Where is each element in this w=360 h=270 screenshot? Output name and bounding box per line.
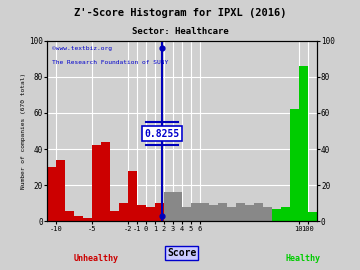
Bar bbox=[218, 203, 227, 221]
Text: ©www.textbiz.org: ©www.textbiz.org bbox=[52, 46, 112, 51]
Bar bbox=[110, 211, 119, 221]
Bar bbox=[254, 203, 263, 221]
Bar bbox=[146, 207, 155, 221]
Text: 0.8255: 0.8255 bbox=[144, 129, 180, 139]
Y-axis label: Number of companies (670 total): Number of companies (670 total) bbox=[21, 73, 26, 189]
Bar bbox=[101, 142, 110, 221]
Bar bbox=[272, 209, 281, 221]
Bar bbox=[227, 207, 236, 221]
Bar bbox=[65, 211, 74, 221]
Text: Z'-Score Histogram for IPXL (2016): Z'-Score Histogram for IPXL (2016) bbox=[74, 8, 286, 18]
Text: Unhealthy: Unhealthy bbox=[74, 254, 119, 263]
Bar bbox=[92, 146, 101, 221]
Bar bbox=[83, 218, 92, 221]
Bar bbox=[164, 193, 173, 221]
Bar bbox=[308, 212, 317, 221]
Bar bbox=[47, 167, 56, 221]
Bar bbox=[119, 203, 128, 221]
Bar bbox=[56, 160, 65, 221]
Bar bbox=[182, 207, 191, 221]
Text: The Research Foundation of SUNY: The Research Foundation of SUNY bbox=[52, 60, 168, 65]
Bar bbox=[290, 109, 299, 221]
Bar bbox=[74, 216, 83, 221]
Bar bbox=[200, 203, 209, 221]
Bar bbox=[299, 66, 308, 221]
Bar bbox=[236, 203, 245, 221]
Bar bbox=[281, 207, 290, 221]
Text: Healthy: Healthy bbox=[286, 254, 321, 263]
Bar bbox=[155, 203, 164, 221]
Bar bbox=[245, 205, 254, 221]
Bar bbox=[137, 205, 146, 221]
Bar bbox=[128, 171, 137, 221]
Text: Sector: Healthcare: Sector: Healthcare bbox=[132, 27, 228, 36]
Bar bbox=[209, 205, 218, 221]
Bar bbox=[263, 207, 272, 221]
X-axis label: Score: Score bbox=[167, 248, 197, 258]
Bar bbox=[173, 193, 182, 221]
Bar bbox=[191, 203, 200, 221]
